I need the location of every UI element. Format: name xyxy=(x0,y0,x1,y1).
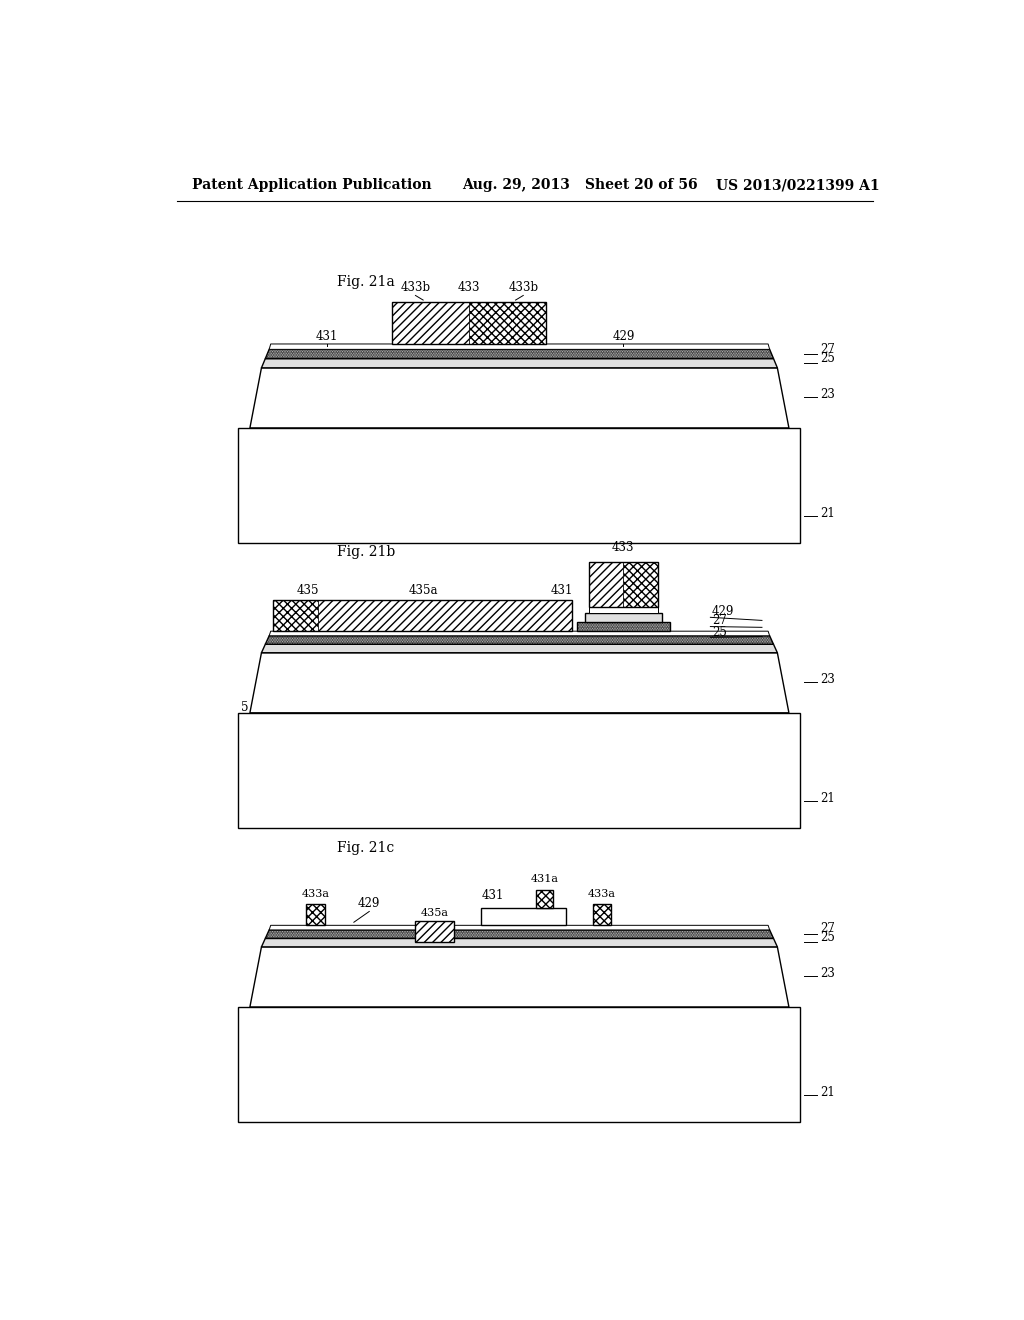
Text: 429: 429 xyxy=(612,330,635,343)
Polygon shape xyxy=(250,368,788,428)
Text: Fig. 21c: Fig. 21c xyxy=(337,841,394,855)
Text: Sheet 20 of 56: Sheet 20 of 56 xyxy=(585,178,697,193)
Text: 433: 433 xyxy=(612,541,635,554)
Text: 21: 21 xyxy=(820,507,836,520)
Text: 429: 429 xyxy=(358,896,381,909)
Polygon shape xyxy=(269,345,770,350)
Polygon shape xyxy=(265,929,773,939)
Text: 21: 21 xyxy=(820,1086,836,1100)
Bar xyxy=(481,908,565,925)
Text: 429: 429 xyxy=(712,605,734,618)
Bar xyxy=(239,1007,801,1122)
Text: Fig. 21b: Fig. 21b xyxy=(337,545,395,558)
Polygon shape xyxy=(261,359,777,368)
Bar xyxy=(469,302,547,345)
Text: 23: 23 xyxy=(820,673,836,686)
Text: 5: 5 xyxy=(241,701,248,714)
Text: 435: 435 xyxy=(296,583,318,597)
Text: 435a: 435a xyxy=(409,583,438,597)
Text: 433b: 433b xyxy=(400,281,430,294)
Bar xyxy=(392,302,547,345)
Text: 431: 431 xyxy=(481,890,504,903)
Bar xyxy=(589,562,624,607)
Text: 21: 21 xyxy=(820,792,836,805)
Text: 431: 431 xyxy=(315,330,338,343)
Polygon shape xyxy=(261,644,777,653)
Bar xyxy=(589,562,658,607)
Text: 433b: 433b xyxy=(508,281,539,294)
Text: 431: 431 xyxy=(551,583,573,597)
Text: 23: 23 xyxy=(820,968,836,979)
Text: 27: 27 xyxy=(712,614,727,627)
Text: 25: 25 xyxy=(820,351,836,364)
Text: 27: 27 xyxy=(820,342,836,355)
Bar xyxy=(392,302,469,345)
Text: Fig. 21a: Fig. 21a xyxy=(337,276,394,289)
Bar xyxy=(317,601,571,631)
Polygon shape xyxy=(265,636,773,644)
Bar xyxy=(593,904,611,925)
Text: 435a: 435a xyxy=(421,908,449,917)
Text: 433a: 433a xyxy=(301,890,330,899)
Bar xyxy=(239,713,801,829)
Text: 23: 23 xyxy=(820,388,836,401)
Text: 25: 25 xyxy=(712,626,727,639)
Bar xyxy=(589,607,658,612)
Bar xyxy=(239,428,801,544)
Polygon shape xyxy=(269,925,770,929)
Text: Patent Application Publication: Patent Application Publication xyxy=(193,178,432,193)
Polygon shape xyxy=(269,631,770,636)
Text: 431a: 431a xyxy=(530,874,559,884)
Bar xyxy=(273,601,571,631)
Polygon shape xyxy=(250,946,788,1007)
Text: US 2013/0221399 A1: US 2013/0221399 A1 xyxy=(716,178,880,193)
Bar xyxy=(306,904,325,925)
Bar xyxy=(578,622,670,631)
Text: 433a: 433a xyxy=(588,890,615,899)
Polygon shape xyxy=(261,939,777,946)
Polygon shape xyxy=(250,653,788,713)
Bar xyxy=(585,612,662,622)
Bar xyxy=(624,562,658,607)
Polygon shape xyxy=(265,350,773,359)
Text: 27: 27 xyxy=(820,923,836,936)
Text: 25: 25 xyxy=(820,931,836,944)
Bar xyxy=(537,890,553,908)
Bar xyxy=(273,601,317,631)
Bar xyxy=(416,921,454,942)
Text: Aug. 29, 2013: Aug. 29, 2013 xyxy=(462,178,569,193)
Text: 433: 433 xyxy=(458,281,480,294)
